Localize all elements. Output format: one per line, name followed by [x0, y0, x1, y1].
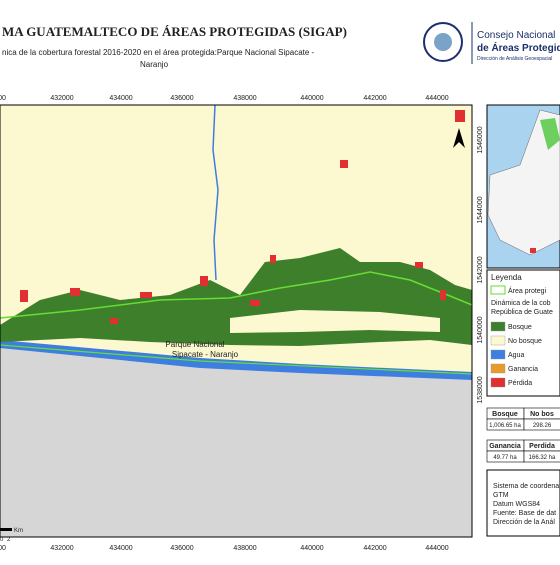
river — [212, 104, 219, 281]
legend-swatch — [490, 349, 506, 360]
legend-swatch — [490, 285, 506, 295]
x-label: 440000 — [300, 545, 323, 552]
ocean — [0, 343, 472, 537]
table-value: 298.26 — [533, 423, 552, 429]
scale-label: 0 — [0, 537, 4, 543]
x-label: 438000 — [233, 545, 256, 552]
table-header: Perdida — [529, 443, 555, 450]
inset-land — [487, 109, 560, 256]
table-value: 1,006.65 ha — [489, 423, 521, 429]
x-label: 438000 — [233, 95, 256, 102]
table-header: Bosque — [492, 411, 518, 418]
legend-swatch — [490, 363, 506, 374]
logo-seal — [434, 33, 452, 51]
x-label: 00 — [0, 95, 6, 102]
table-value: 166.32 ha — [529, 455, 556, 461]
legend-swatch — [490, 321, 506, 332]
x-label: 440000 — [300, 95, 323, 102]
subtitle: Naranjo — [140, 60, 169, 69]
no-forest-strip — [230, 310, 440, 333]
x-label: 444000 — [425, 545, 448, 552]
legend-swatch — [490, 335, 506, 346]
legend-label: Área protegi — [508, 286, 547, 295]
x-labels: 00 00 432000 432000 434000 434000 436000 436000… — [0, 95, 449, 552]
map-frame — [0, 104, 473, 538]
protected-boundary — [0, 344, 473, 375]
title: MA GUATEMALTECO DE ÁREAS PROTEGIDAS (SIG… — [2, 24, 347, 39]
y-label: 1542000 — [477, 256, 484, 283]
logo-text: Consejo Nacional — [477, 30, 555, 41]
legend-title: Leyenda — [491, 273, 522, 282]
x-label: 434000 — [109, 545, 132, 552]
subtitle: nica de la cobertura forestal 2016-2020 … — [2, 48, 315, 57]
inset-protected — [540, 118, 560, 150]
legend-label: Agua — [508, 352, 524, 359]
x-label: 436000 — [170, 545, 193, 552]
area-label: Sipacate - Naranjo — [172, 350, 239, 359]
scale-bar — [0, 528, 12, 531]
logo-text: Dirección de Análisis Geoespacial — [477, 56, 552, 62]
x-label: 00 — [0, 545, 6, 552]
x-label: 432000 — [50, 95, 73, 102]
legend-label: Bosque — [508, 324, 532, 331]
footer-box — [486, 469, 560, 537]
footer-line: Fuente: Base de dat — [493, 510, 556, 517]
x-label: 444000 — [425, 95, 448, 102]
table-value: 49.77 ha — [493, 455, 517, 461]
inset-location — [530, 248, 536, 253]
footer-line: Datum WGS84 — [493, 501, 540, 508]
north-arrow — [453, 128, 465, 148]
footer-line: Sistema de coordena — [493, 483, 559, 490]
x-label: 432000 — [50, 545, 73, 552]
legend-swatch — [490, 377, 506, 388]
footer-line: Dirección de la Anál — [493, 519, 555, 526]
table-cell — [523, 450, 560, 463]
legend-label: No bosque — [508, 338, 542, 345]
x-label: 442000 — [363, 545, 386, 552]
water — [0, 340, 472, 380]
y-label: 1546000 — [477, 126, 484, 153]
scale-unit: Km — [14, 528, 23, 534]
y-label: 1538000 — [477, 376, 484, 403]
area-label: Parque Nacional — [165, 340, 224, 349]
legend — [486, 269, 560, 397]
loss-patches — [20, 110, 465, 324]
map: Parque Nacional Sipacate - Naranjo Km 0 … — [0, 104, 473, 543]
scale-label: 2 — [7, 537, 11, 543]
legend-label: Pérdida — [508, 380, 532, 387]
x-label: 436000 — [170, 95, 193, 102]
y-labels: 1546000 1544000 1542000 1540000 1538000 — [477, 126, 484, 403]
footer-line: GTM — [493, 492, 509, 499]
x-label: 442000 — [363, 95, 386, 102]
legend-subtitle: República de Guate — [491, 309, 553, 316]
x-label: 434000 — [109, 95, 132, 102]
table-header: No bos — [530, 411, 554, 418]
y-label: 1544000 — [477, 196, 484, 223]
legend-label: Ganancia — [508, 366, 538, 373]
logo-text: de Áreas Protegidas — [477, 41, 560, 54]
protected-boundary — [0, 271, 473, 319]
table-cell — [523, 418, 560, 431]
table-header: Ganancia — [489, 443, 521, 450]
y-label: 1540000 — [477, 316, 484, 343]
legend-subtitle: Dinámica de la cob — [491, 300, 551, 307]
